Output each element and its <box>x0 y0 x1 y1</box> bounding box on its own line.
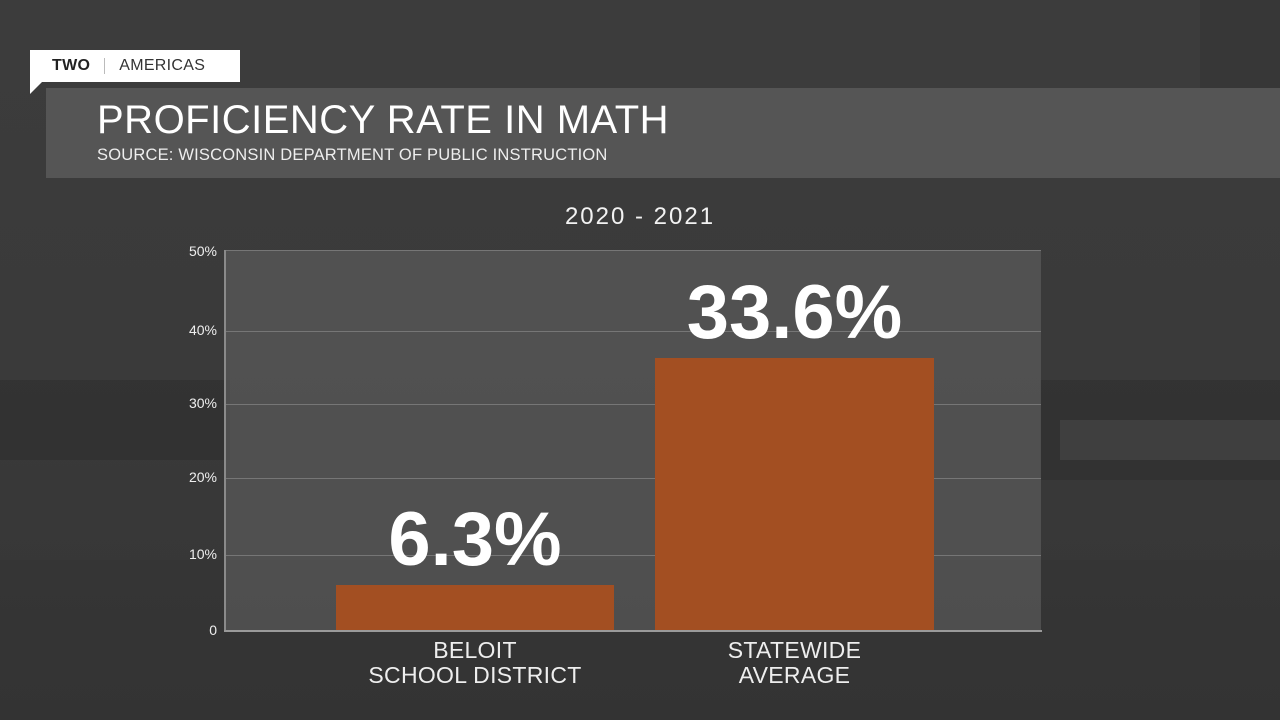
category-statewide: STATEWIDE AVERAGE <box>655 638 934 688</box>
bar-beloit <box>336 585 614 631</box>
title-banner: PROFICIENCY RATE IN MATH SOURCE: WISCONS… <box>46 88 1280 178</box>
gridline-50 <box>226 250 1041 251</box>
chart-source: SOURCE: WISCONSIN DEPARTMENT OF PUBLIC I… <box>97 146 608 164</box>
speech-tail-icon <box>30 82 42 94</box>
y-tick-20: 20% <box>188 469 217 485</box>
chart-period: 2020 - 2021 <box>564 203 716 230</box>
y-tick-0: 0 <box>209 622 217 638</box>
gridline-40 <box>226 331 1041 332</box>
y-tick-50: 50% <box>188 243 217 259</box>
x-axis <box>224 630 1042 632</box>
tag-americas: AMERICAS <box>119 57 206 74</box>
value-label-beloit: 6.3% <box>388 497 562 582</box>
tag-two: TWO <box>52 57 91 74</box>
category-statewide-line1: STATEWIDE <box>727 637 862 663</box>
tag-divider <box>104 58 106 74</box>
gridline-20 <box>226 478 1041 479</box>
value-label-statewide: 33.6% <box>686 270 903 355</box>
category-beloit-line2: SCHOOL DISTRICT <box>368 662 582 688</box>
gridline-10 <box>226 555 1041 556</box>
series-tag: TWO AMERICAS <box>30 50 240 94</box>
gridline-30 <box>226 404 1041 405</box>
y-tick-40: 40% <box>188 322 217 338</box>
bar-statewide <box>655 358 934 631</box>
category-beloit-line1: BELOIT <box>433 637 517 663</box>
y-tick-10: 10% <box>188 546 217 562</box>
y-axis <box>224 250 226 632</box>
y-tick-30: 30% <box>188 395 217 411</box>
category-beloit: BELOIT SCHOOL DISTRICT <box>336 638 614 688</box>
chart-title: PROFICIENCY RATE IN MATH <box>97 98 670 142</box>
category-statewide-line2: AVERAGE <box>738 662 851 688</box>
